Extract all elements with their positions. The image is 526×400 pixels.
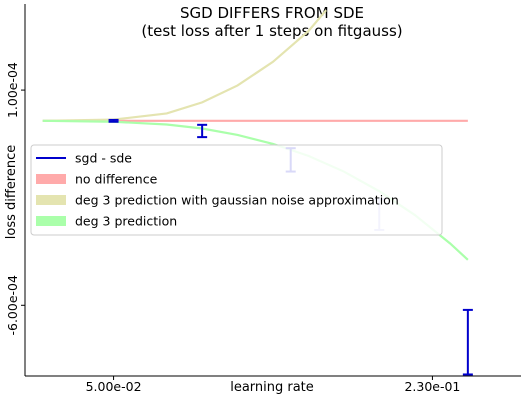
y-tick-label-0: 1.00e-04 [5,62,20,118]
legend: sgd - sde no difference deg 3 prediction w… [30,144,443,236]
chart-title: SGD DIFFERS FROM SDE [180,4,364,22]
legend-item-1: no difference [36,172,158,187]
errorbar-point-1 [197,123,208,139]
legend-item-2: deg 3 prediction with gaussian noise app… [36,193,399,208]
x-tick-label-1: 2.30e-01 [404,379,460,394]
legend-item-3: deg 3 prediction [36,214,177,229]
x-tick-label-0: 5.00e-02 [86,379,142,394]
legend-label-2: deg 3 prediction with gaussian noise app… [75,193,399,208]
legend-swatch-2 [36,195,66,205]
legend-item-0: sgd - sde [36,151,132,166]
legend-label-3: deg 3 prediction [75,214,177,229]
errorbar-point-0 [108,118,119,123]
y-tick-label-1: -6.00e-04 [5,275,20,335]
axes: 5.00e-02 2.30e-01 1.00e-04 -6.00e-04 [5,4,521,394]
legend-items: sgd - sde no difference deg 3 prediction w… [36,151,399,229]
title-group: SGD DIFFERS FROM SDE (test loss after 1 … [141,4,402,40]
series-line-2 [42,9,327,122]
legend-label-1: no difference [75,172,158,187]
legend-frame [30,144,443,236]
legend-swatch-1 [36,174,66,184]
legend-swatch-3 [36,216,66,226]
tick-layer: 5.00e-02 2.30e-01 1.00e-04 -6.00e-04 [5,62,460,394]
x-axis-label: learning rate [230,380,314,395]
errorbar-point-4 [462,308,473,376]
y-axis-label: loss difference [4,145,19,240]
chart-subtitle: (test loss after 1 steps on fitgauss) [141,22,402,40]
legend-label-0: sgd - sde [75,151,132,166]
